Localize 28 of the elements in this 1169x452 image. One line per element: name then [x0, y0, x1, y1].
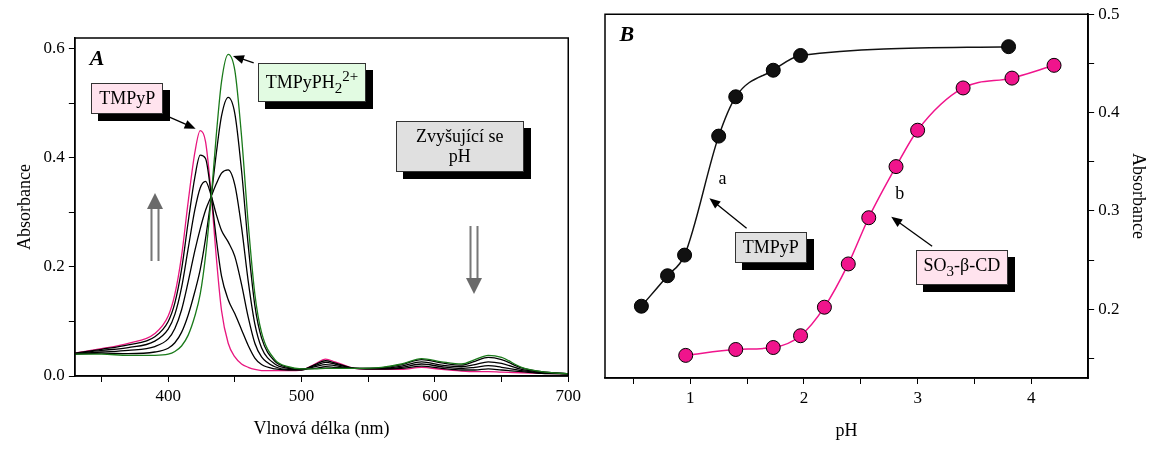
- x-tick-label: 2: [799, 387, 809, 407]
- annotation: a: [718, 167, 727, 189]
- y-tick-label: 0.5: [1098, 3, 1120, 23]
- annotation: b: [895, 182, 905, 204]
- annotation: TMPyP: [91, 83, 164, 114]
- y-tick-label: 0.2: [1098, 298, 1120, 318]
- y-axis-title: Absorbance: [13, 164, 34, 250]
- x-tick-label: 1: [686, 387, 695, 407]
- annotation: A: [89, 44, 105, 71]
- x-tick-label: 700: [555, 385, 581, 405]
- x-tick-label: 4: [1027, 387, 1037, 407]
- annotation: Zvyšující se pH: [395, 120, 524, 173]
- y-tick-label: 0.0: [43, 365, 65, 385]
- x-axis-title: Vlnová délka (nm): [253, 417, 390, 439]
- x-tick-label: 500: [288, 385, 315, 405]
- y-tick-label: 0.3: [1098, 200, 1120, 220]
- y-tick-label: 0.4: [1098, 101, 1120, 121]
- y-tick-label: 0.2: [43, 256, 65, 276]
- y-tick-label: 0.4: [43, 147, 66, 167]
- y-axis-title: Absorbance: [1129, 153, 1150, 240]
- y-tick-label: 0.6: [43, 38, 65, 58]
- x-tick-label: 400: [155, 385, 181, 405]
- x-tick-label: 3: [913, 387, 922, 407]
- x-tick-label: 600: [422, 385, 448, 405]
- annotation: SO$_{3}$-β-CD: [915, 250, 1009, 286]
- annotation: B: [619, 21, 635, 47]
- annotation: TMPyP: [734, 232, 807, 263]
- x-axis-title: pH: [835, 419, 858, 440]
